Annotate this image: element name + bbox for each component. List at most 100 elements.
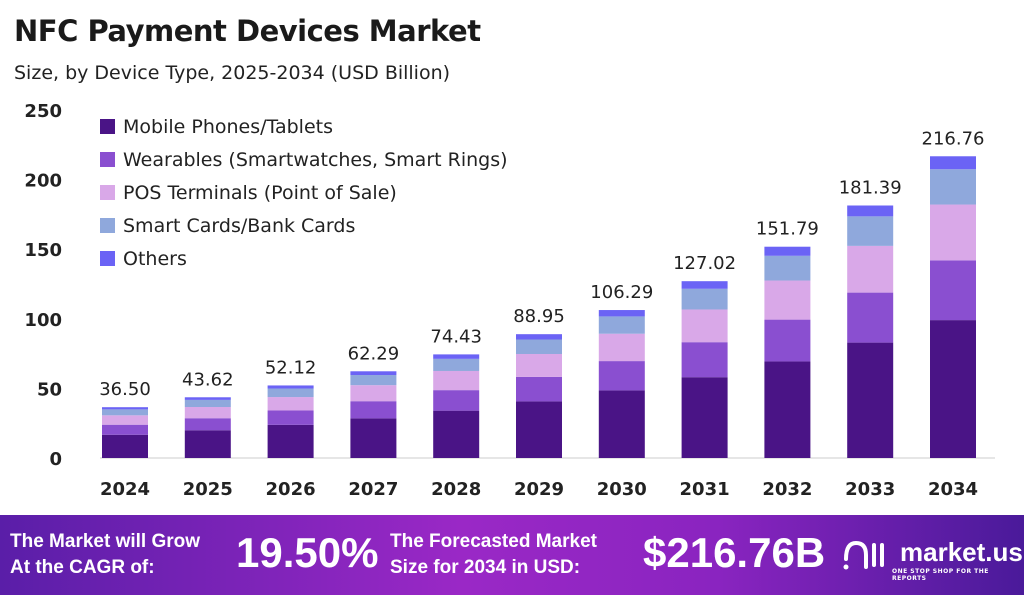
bar-segment-pos-terminals-point-of-sale--2034 — [930, 204, 976, 261]
legend-label: Others — [123, 247, 187, 270]
bar-segment-mobile-phones-tablets-2033 — [847, 342, 894, 458]
forecast-label-line2: Size for 2034 in USD: — [390, 557, 581, 578]
legend-swatch — [100, 218, 115, 233]
bar-segment-pos-terminals-point-of-sale--2033 — [847, 245, 894, 293]
total-label: 181.39 — [839, 178, 902, 199]
bar-segment-smart-cards-bank-cards-2033 — [847, 216, 894, 246]
bar-segment-mobile-phones-tablets-2026 — [267, 424, 314, 458]
x-tick-label: 2026 — [266, 479, 316, 500]
legend-swatch — [100, 185, 115, 200]
bar-segment-others-2031 — [681, 281, 728, 289]
bar-segment-pos-terminals-point-of-sale--2026 — [267, 397, 314, 411]
legend-label: POS Terminals (Point of Sale) — [123, 181, 397, 204]
bar-segment-wearables-smartwatches-smart-rings--2026 — [267, 410, 314, 425]
cagr-label-line1: The Market will Grow — [10, 531, 201, 552]
legend-item: Mobile Phones/Tablets — [100, 110, 508, 143]
y-tick-label: 50 — [37, 379, 62, 400]
legend-label: Wearables (Smartwatches, Smart Rings) — [123, 148, 508, 171]
bar-segment-pos-terminals-point-of-sale--2029 — [516, 353, 562, 377]
bar-segment-others-2028 — [433, 354, 480, 359]
bar-segment-wearables-smartwatches-smart-rings--2029 — [516, 376, 562, 402]
legend-item: POS Terminals (Point of Sale) — [100, 176, 508, 209]
bar-segment-smart-cards-bank-cards-2026 — [267, 388, 314, 398]
total-label: 52.12 — [265, 357, 317, 378]
bar-segment-pos-terminals-point-of-sale--2032 — [764, 280, 811, 320]
bar-segment-pos-terminals-point-of-sale--2024 — [102, 415, 148, 425]
bar-segment-others-2033 — [847, 205, 894, 217]
bar-segment-smart-cards-bank-cards-2024 — [102, 409, 148, 416]
cagr-label-line2: At the CAGR of: — [10, 557, 155, 578]
total-label: 36.50 — [99, 379, 151, 400]
y-tick-label: 100 — [24, 310, 62, 331]
bar-segment-others-2030 — [598, 310, 645, 317]
legend-swatch — [100, 119, 115, 134]
bar-segment-mobile-phones-tablets-2025 — [184, 430, 231, 458]
bar-segment-wearables-smartwatches-smart-rings--2032 — [764, 319, 811, 362]
bar-segment-others-2026 — [267, 385, 314, 389]
bar-segment-smart-cards-bank-cards-2031 — [681, 288, 728, 310]
legend-item: Smart Cards/Bank Cards — [100, 209, 508, 242]
legend: Mobile Phones/Tablets Wearables (Smartwat… — [100, 110, 508, 275]
forecast-label: The Forecasted Market Size for 2034 in U… — [390, 529, 597, 581]
bar-segment-wearables-smartwatches-smart-rings--2030 — [598, 361, 645, 391]
y-tick-label: 250 — [24, 101, 62, 122]
legend-label: Smart Cards/Bank Cards — [123, 214, 356, 237]
x-tick-label: 2030 — [597, 479, 647, 500]
bar-segment-wearables-smartwatches-smart-rings--2028 — [433, 390, 480, 411]
bar-segment-pos-terminals-point-of-sale--2030 — [598, 333, 645, 362]
bar-segment-smart-cards-bank-cards-2034 — [930, 169, 976, 205]
legend-item: Others — [100, 242, 508, 275]
x-tick-label: 2024 — [100, 479, 150, 500]
bar-segment-pos-terminals-point-of-sale--2031 — [681, 309, 728, 343]
bar-segment-wearables-smartwatches-smart-rings--2033 — [847, 292, 894, 343]
total-label: 127.02 — [673, 253, 736, 274]
x-tick-label: 2027 — [348, 479, 398, 500]
bar-segment-smart-cards-bank-cards-2027 — [350, 375, 397, 386]
bar-segment-others-2029 — [516, 334, 562, 340]
bar-segment-mobile-phones-tablets-2030 — [598, 390, 645, 458]
bar-segment-mobile-phones-tablets-2027 — [350, 418, 397, 458]
forecast-value: $216.76B — [643, 529, 826, 576]
bar-segment-wearables-smartwatches-smart-rings--2031 — [681, 342, 728, 378]
chart-title: NFC Payment Devices Market — [14, 14, 481, 48]
total-label: 62.29 — [348, 343, 400, 364]
x-tick-label: 2031 — [680, 479, 730, 500]
chart-subtitle: Size, by Device Type, 2025-2034 (USD Bil… — [14, 62, 451, 84]
total-label: 106.29 — [590, 282, 653, 303]
bar-segment-wearables-smartwatches-smart-rings--2034 — [930, 260, 976, 321]
bar-segment-mobile-phones-tablets-2034 — [930, 320, 976, 458]
x-tick-label: 2028 — [431, 479, 481, 500]
logo-tagline: ONE STOP SHOP FOR THE REPORTS — [892, 568, 989, 582]
logo-text: market.us — [900, 537, 1023, 567]
x-tick-label: 2033 — [845, 479, 895, 500]
y-tick-label: 150 — [24, 240, 62, 261]
bar-segment-mobile-phones-tablets-2032 — [764, 361, 811, 458]
forecast-label-line1: The Forecasted Market — [390, 531, 597, 552]
bar-segment-smart-cards-bank-cards-2029 — [516, 339, 562, 354]
bar-segment-pos-terminals-point-of-sale--2028 — [433, 370, 480, 391]
legend-swatch — [100, 251, 115, 266]
cagr-value: 19.50% — [236, 529, 379, 576]
bar-segment-others-2027 — [350, 371, 397, 376]
total-label: 216.76 — [922, 128, 985, 149]
legend-label: Mobile Phones/Tablets — [123, 115, 334, 138]
y-tick-label: 0 — [49, 449, 62, 470]
bar-segment-others-2025 — [184, 397, 231, 400]
y-tick-label: 200 — [24, 171, 62, 192]
bar-segment-mobile-phones-tablets-2028 — [433, 410, 480, 458]
x-tick-label: 2032 — [762, 479, 812, 500]
bar-segment-wearables-smartwatches-smart-rings--2027 — [350, 401, 397, 419]
bar-segment-others-2024 — [102, 407, 148, 410]
x-tick-label: 2034 — [928, 479, 978, 500]
summary-banner: The Market will Grow At the CAGR of: 19.… — [0, 515, 1024, 595]
bar-segment-wearables-smartwatches-smart-rings--2024 — [102, 424, 148, 435]
legend-item: Wearables (Smartwatches, Smart Rings) — [100, 143, 508, 176]
total-label: 43.62 — [182, 369, 234, 390]
bar-segment-pos-terminals-point-of-sale--2027 — [350, 385, 397, 402]
bar-segment-smart-cards-bank-cards-2030 — [598, 316, 645, 334]
legend-swatch — [100, 152, 115, 167]
total-label: 88.95 — [513, 306, 565, 327]
x-tick-label: 2029 — [514, 479, 564, 500]
bar-segment-smart-cards-bank-cards-2025 — [184, 399, 231, 407]
bar-segment-smart-cards-bank-cards-2032 — [764, 255, 811, 281]
